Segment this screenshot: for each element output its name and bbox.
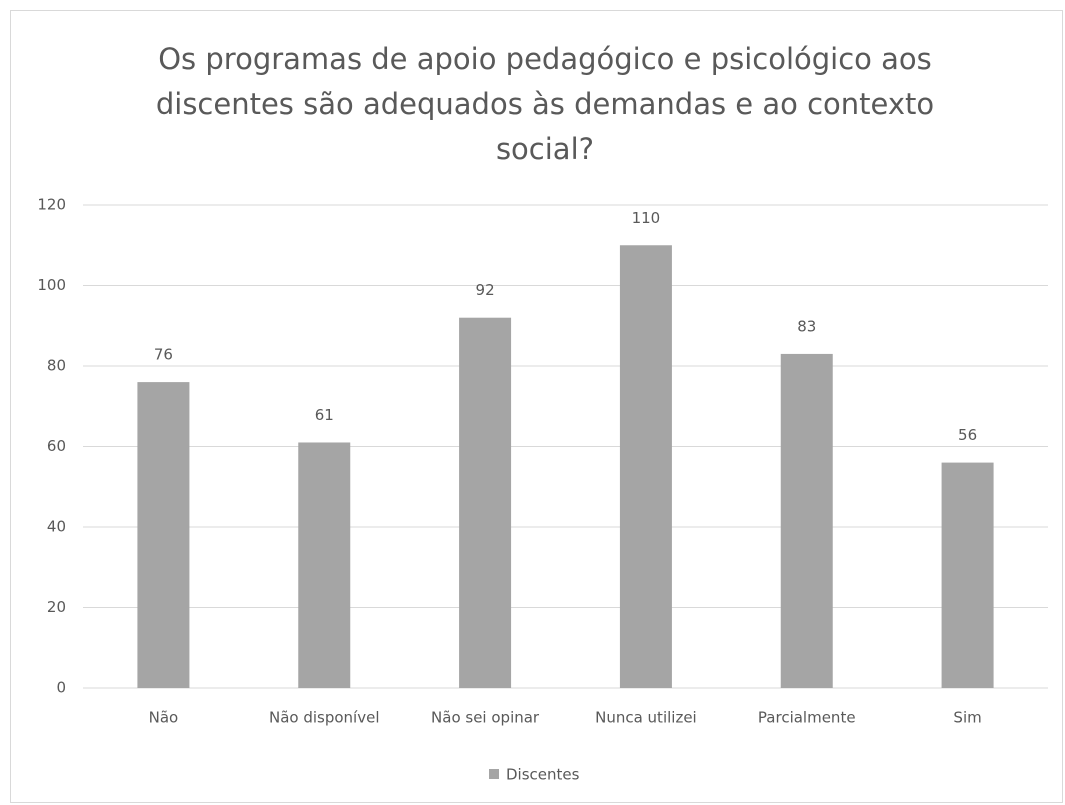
data-label: 76: [154, 346, 173, 364]
data-label: 56: [958, 426, 977, 444]
bar: [941, 462, 994, 688]
chart-title: Os programas de apoio pedagógico e psico…: [155, 42, 935, 166]
x-tick-label: Não: [149, 709, 179, 727]
bar: [619, 245, 672, 688]
y-tick-label: 60: [47, 437, 66, 455]
legend-swatch: [489, 769, 499, 779]
y-tick-label: 20: [47, 598, 66, 616]
bar: [137, 382, 190, 688]
data-label: 92: [476, 281, 495, 299]
x-tick-label: Parcialmente: [758, 709, 856, 727]
x-tick-label: Não sei opinar: [431, 709, 540, 727]
y-tick-label: 40: [47, 518, 66, 536]
x-tick-label: Sim: [953, 709, 981, 727]
data-label: 110: [632, 209, 661, 227]
y-tick-label: 0: [56, 679, 66, 697]
x-tick-label: Nunca utilizei: [595, 709, 697, 727]
bar: [298, 442, 351, 688]
data-label: 83: [797, 317, 816, 335]
x-tick-label: Não disponível: [269, 709, 380, 727]
y-tick-label: 120: [37, 196, 66, 214]
bar: [459, 317, 512, 688]
legend-label: Discentes: [506, 766, 580, 784]
data-label: 61: [315, 406, 334, 424]
y-tick-label: 100: [37, 276, 66, 294]
y-tick-label: 80: [47, 357, 66, 375]
bar: [780, 353, 833, 688]
